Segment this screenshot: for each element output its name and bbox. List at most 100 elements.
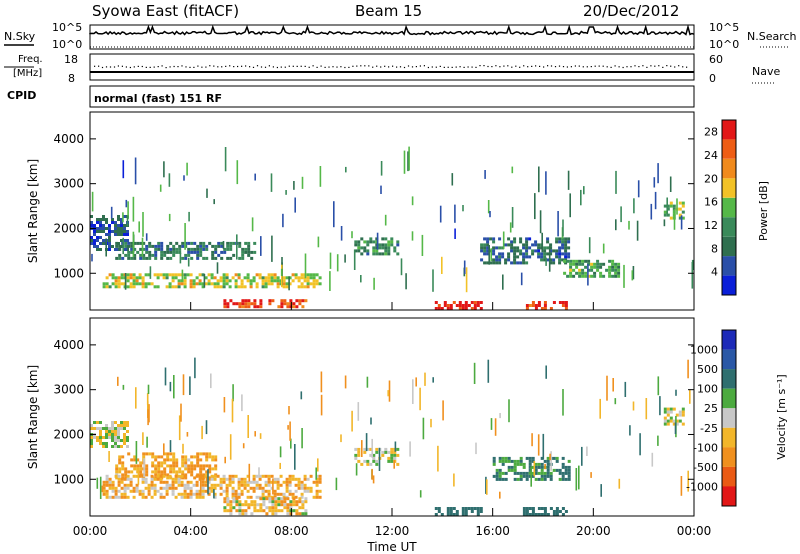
nave-dot xyxy=(507,65,509,67)
heatmap-cell xyxy=(237,285,241,289)
heatmap-cell xyxy=(492,459,496,463)
heatmap-cell xyxy=(102,436,105,439)
heatmap-cell xyxy=(564,465,568,469)
heatmap-cell xyxy=(300,285,304,289)
heatmap-streak xyxy=(345,166,347,173)
heatmap-cell xyxy=(564,307,568,310)
heatmap-cell xyxy=(237,273,241,277)
heatmap-cell xyxy=(543,301,547,304)
heatmap-cell xyxy=(196,253,200,257)
heatmap-cell xyxy=(234,489,238,493)
heatmap-cell xyxy=(213,285,217,289)
heatmap-cell xyxy=(180,492,184,496)
heatmap-cell xyxy=(105,218,108,221)
heatmap-cell xyxy=(129,483,133,487)
heatmap-cell xyxy=(555,237,559,241)
heatmap-cell xyxy=(219,276,223,280)
nave-dot xyxy=(519,66,521,68)
heatmap-cell xyxy=(259,503,263,507)
heatmap-cell xyxy=(555,240,559,244)
nave-dot xyxy=(153,66,155,68)
heatmap-cell xyxy=(286,512,290,516)
heatmap-cell xyxy=(130,244,134,248)
heatmap-cell xyxy=(111,489,115,493)
heatmap-streak xyxy=(355,463,358,476)
nave-dot xyxy=(491,66,493,68)
heatmap-cell xyxy=(96,221,99,224)
heatmap-cell xyxy=(292,497,296,501)
heatmap-cell xyxy=(165,483,169,487)
heatmap-cell xyxy=(96,421,99,424)
heatmap-cell xyxy=(120,486,124,490)
heatmap-cell xyxy=(304,500,308,504)
heatmap-cell xyxy=(372,252,376,256)
nave-dot xyxy=(590,66,592,68)
heatmap-streak xyxy=(615,170,617,194)
heatmap-cell xyxy=(187,250,191,254)
heatmap-cell xyxy=(138,273,142,277)
heatmap-cell xyxy=(105,442,108,445)
heatmap-cell xyxy=(90,436,93,439)
heatmap-streak xyxy=(557,211,559,237)
nave-dot xyxy=(177,66,179,68)
heatmap-cell xyxy=(184,467,188,471)
heatmap-cell xyxy=(202,247,206,251)
heatmap-cell xyxy=(117,433,120,436)
heatmap-cell xyxy=(366,243,370,247)
heatmap-streak xyxy=(502,274,504,290)
heatmap-cell xyxy=(513,237,517,241)
heatmap-cell xyxy=(138,282,142,286)
heatmap-cell xyxy=(120,427,123,430)
heatmap-cell xyxy=(177,480,181,484)
heatmap-cell xyxy=(171,489,175,493)
heatmap-cell xyxy=(105,430,108,433)
heatmap-streak xyxy=(186,162,188,176)
heatmap-cell xyxy=(238,509,242,513)
heatmap-cell xyxy=(139,256,143,260)
heatmap-cell xyxy=(120,218,123,221)
heatmap-cell xyxy=(123,439,126,442)
heatmap-streak xyxy=(146,393,149,405)
heatmap-cell xyxy=(153,273,157,277)
heatmap-cell xyxy=(473,307,477,310)
velocity-colorbar-swatch xyxy=(722,447,736,467)
heatmap-cell xyxy=(177,282,181,286)
heatmap-streak xyxy=(421,234,424,256)
heatmap-cell xyxy=(549,249,553,253)
heatmap-cell xyxy=(108,430,111,433)
heatmap-cell xyxy=(114,486,118,490)
heatmap-cell xyxy=(217,244,221,248)
heatmap-cell xyxy=(276,480,280,484)
heatmap-cell xyxy=(105,433,108,436)
heatmap-cell xyxy=(267,477,271,481)
heatmap-cell xyxy=(513,462,517,466)
heatmap-cell xyxy=(558,252,562,256)
heatmap-cell xyxy=(563,271,567,275)
heatmap-cell xyxy=(492,252,496,256)
heatmap-cell xyxy=(476,510,480,513)
heatmap-streak xyxy=(169,440,172,453)
heatmap-cell xyxy=(105,436,108,439)
heatmap-cell xyxy=(534,462,538,466)
heatmap-streak xyxy=(187,257,190,267)
heatmap-cell xyxy=(225,492,229,496)
heatmap-cell xyxy=(118,247,122,251)
nave-dot xyxy=(288,65,290,67)
heatmap-streak xyxy=(317,458,319,472)
heatmap-cell xyxy=(286,509,290,513)
heatmap-cell xyxy=(384,237,388,241)
heatmap-streak xyxy=(537,434,540,456)
heatmap-cell xyxy=(127,253,131,257)
heatmap-cell xyxy=(237,492,241,496)
heatmap-cell xyxy=(495,468,499,472)
heatmap-cell xyxy=(492,258,496,262)
heatmap-cell xyxy=(608,274,612,278)
heatmap-cell xyxy=(196,458,200,462)
heatmap-cell xyxy=(250,512,254,516)
heatmap-cell xyxy=(434,301,438,304)
heatmap-streak xyxy=(675,389,677,396)
heatmap-streak xyxy=(411,196,414,206)
heatmap-cell xyxy=(464,301,468,304)
heatmap-cell xyxy=(452,507,456,510)
heatmap-cell xyxy=(108,486,112,490)
